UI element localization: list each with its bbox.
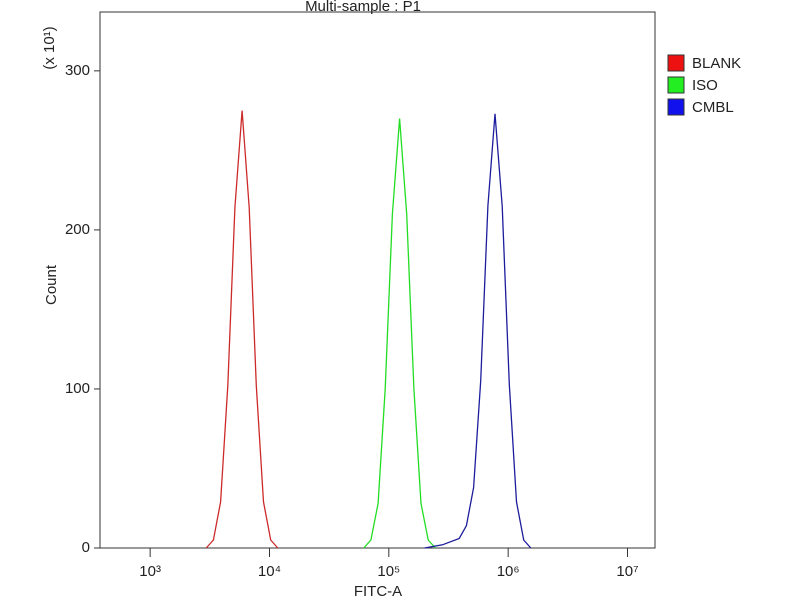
legend-swatch <box>667 98 685 116</box>
legend-label: ISO <box>692 77 718 94</box>
series-line <box>424 113 532 549</box>
y-tick-label: 200 <box>65 221 90 238</box>
series-line <box>205 110 279 549</box>
x-tick-label: 10⁷ <box>616 563 638 580</box>
y-tick-label: 300 <box>65 62 90 79</box>
y-axis-label: Count <box>43 264 60 305</box>
x-tick-label: 10³ <box>139 563 161 580</box>
plot-frame <box>99 11 656 549</box>
x-tick-label: 10⁴ <box>258 563 281 580</box>
legend-swatch <box>667 54 685 72</box>
x-tick-label: 10⁵ <box>377 563 400 580</box>
y-tick-label: 100 <box>65 380 90 397</box>
x-tick-label: 10⁶ <box>497 563 520 580</box>
y-multiplier: (x 10¹) <box>41 26 58 69</box>
legend-swatch <box>667 76 685 94</box>
series-line <box>363 118 436 549</box>
x-axis-label: FITC-A <box>354 583 402 600</box>
legend-label: CMBL <box>692 99 734 116</box>
chart-title: Multi-sample : P1 <box>305 0 421 15</box>
legend-label: BLANK <box>692 55 741 72</box>
y-tick-label: 0 <box>82 539 90 556</box>
